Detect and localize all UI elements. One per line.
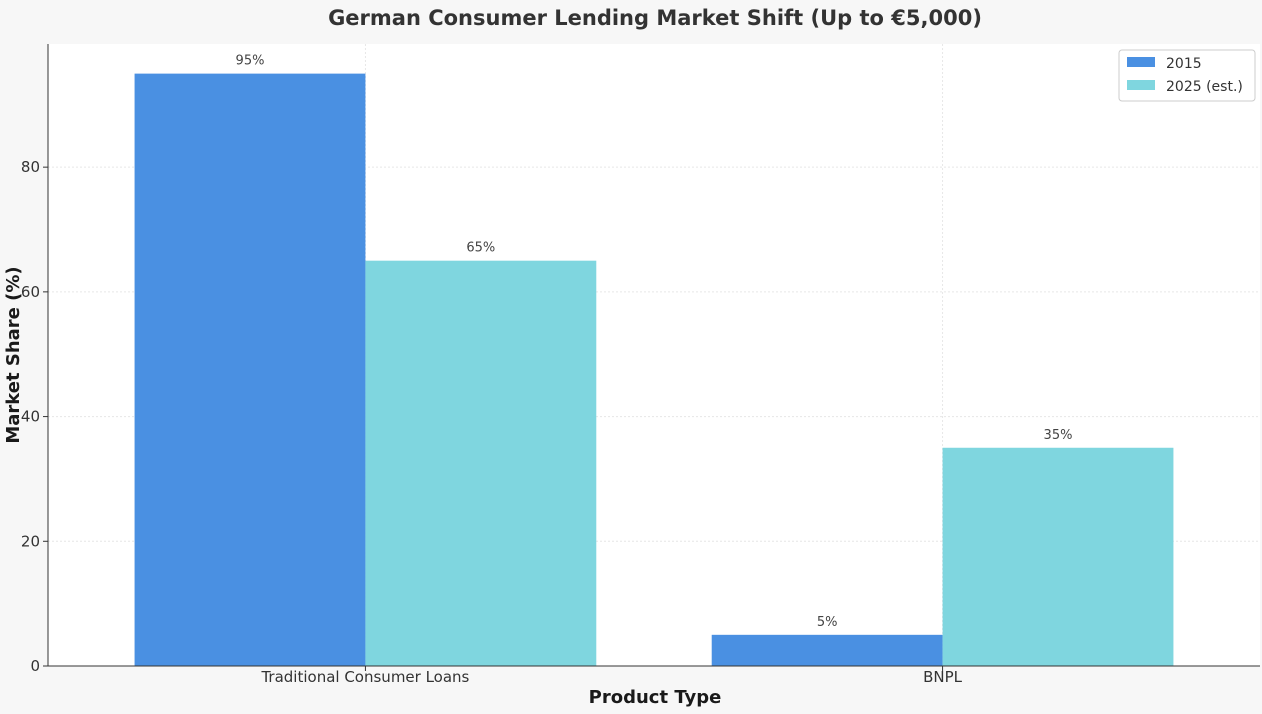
legend-swatch-2015 [1127, 57, 1155, 67]
y-tick-label: 80 [21, 158, 40, 176]
x-axis-title: Product Type [589, 687, 722, 708]
bars [134, 73, 1174, 667]
bar-2025-bnpl [942, 447, 1174, 666]
y-tick-label: 60 [21, 283, 40, 301]
legend-label-2015: 2015 [1166, 56, 1202, 72]
data-label: 65% [466, 241, 495, 256]
y-tick-label: 40 [21, 408, 40, 426]
bar-2025-traditional [365, 260, 597, 666]
axes [47, 44, 1260, 667]
ticks: 0 20 40 60 80 Traditional Consumer Loans BNPL [21, 158, 963, 686]
data-label: 35% [1044, 428, 1073, 443]
x-tick-label: BNPL [923, 668, 963, 686]
y-axis-title: Market Share (%) [3, 266, 24, 443]
legend-label-2025: 2025 (est.) [1166, 79, 1243, 95]
y-tick-label: 0 [30, 657, 40, 675]
bar-2015-traditional [134, 73, 366, 667]
bar-2015-bnpl [711, 634, 943, 666]
y-tick-label: 20 [21, 532, 40, 550]
data-labels: 95% 5% 65% 35% [236, 54, 1073, 630]
data-label: 5% [817, 615, 838, 630]
data-label: 95% [236, 54, 265, 69]
legend-swatch-2025 [1127, 80, 1155, 90]
legend: 2015 2025 (est.) [1118, 49, 1256, 102]
chart-title: German Consumer Lending Market Shift (Up… [328, 6, 982, 30]
x-tick-label: Traditional Consumer Loans [260, 668, 469, 686]
